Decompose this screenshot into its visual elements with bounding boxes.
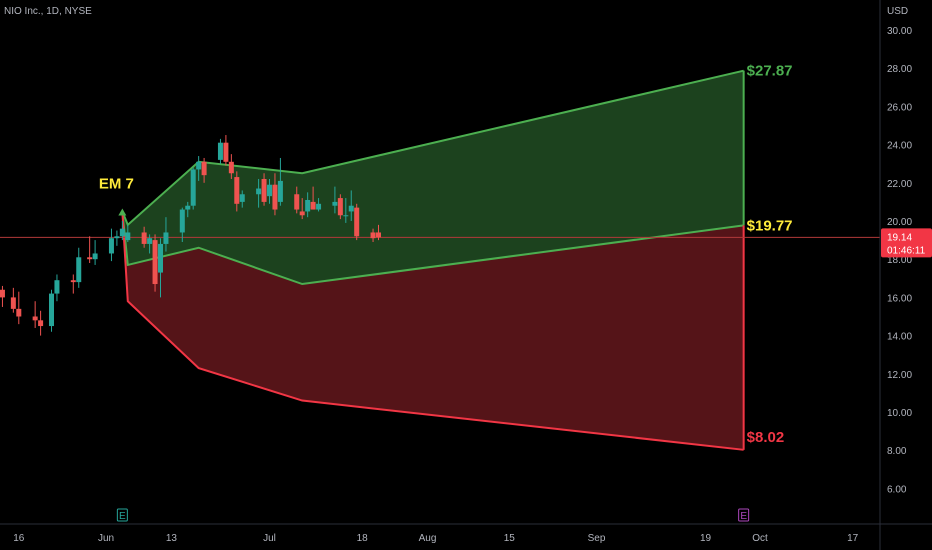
candle-body	[277, 180, 283, 202]
mid-price-label: $19.77	[747, 217, 793, 234]
lower-move-line	[121, 211, 744, 451]
candle-body	[158, 243, 163, 273]
mid-move-line	[121, 211, 744, 286]
x-tick-label: 16	[13, 533, 25, 544]
candle-body	[294, 194, 300, 210]
candle-body	[348, 205, 354, 212]
em-start-marker	[118, 208, 127, 216]
candle-body	[10, 297, 16, 309]
x-tick-label: 13	[166, 533, 178, 544]
price-badge-bg	[881, 228, 932, 258]
candle-body	[54, 280, 60, 294]
event-marker-box	[738, 508, 750, 522]
lower-move-area	[122, 211, 744, 450]
candle-body	[92, 253, 98, 260]
y-tick-label: 6.00	[887, 484, 907, 495]
candle-body	[114, 236, 120, 239]
candle-body	[299, 211, 305, 216]
event-marker-label: E	[740, 511, 747, 522]
event-marker-box	[116, 508, 128, 522]
y-tick-label: 10.00	[887, 408, 912, 419]
candle-body	[119, 228, 125, 237]
symbol-title[interactable]: NIO Inc., 1D, NYSE	[4, 6, 92, 17]
candle-body	[354, 207, 360, 237]
candle-body	[32, 316, 38, 321]
expected-move-regions	[118, 69, 745, 451]
candle-body	[267, 184, 272, 197]
x-tick-label: 18	[357, 533, 369, 544]
candle-body	[141, 232, 147, 244]
em-labels: EM 7 $27.87 $19.77 $8.02	[99, 63, 793, 446]
candle-body	[152, 240, 158, 285]
candle-body	[147, 238, 153, 244]
x-tick-label: 15	[504, 533, 516, 544]
y-tick-label: 14.00	[887, 332, 912, 343]
candle-body	[108, 238, 114, 254]
y-tick-label: 24.00	[887, 141, 912, 152]
y-axis-ticks[interactable]: 30.00 28.00 26.00 24.00 22.00 20.00 18.00 16.00…	[887, 26, 912, 495]
currency-label: USD	[887, 6, 908, 17]
candle-body	[70, 280, 76, 283]
candle-body	[316, 203, 322, 210]
candle-body	[185, 205, 191, 210]
candle-body	[179, 209, 185, 233]
y-tick-label: 20.00	[887, 217, 912, 228]
candle-body	[376, 232, 381, 238]
y-tick-label: 28.00	[887, 64, 912, 75]
x-tick-label: Oct	[752, 533, 768, 544]
candle-body	[305, 199, 311, 212]
candle-body	[125, 232, 131, 241]
y-tick-label: 12.00	[887, 370, 912, 381]
y-tick-label: 18.00	[887, 255, 912, 266]
candle-body	[332, 201, 338, 206]
em-label: EM 7	[99, 175, 134, 192]
candle-body	[223, 142, 229, 162]
lower-price-label: $8.02	[747, 429, 785, 446]
x-tick-label: Sep	[588, 533, 606, 544]
candle-body	[343, 215, 349, 217]
candle-body	[190, 169, 196, 206]
candle-body	[337, 198, 343, 216]
candle-body	[234, 177, 240, 204]
candle-body	[201, 161, 207, 176]
y-tick-label: 30.00	[887, 26, 912, 37]
x-tick-label: Jun	[98, 533, 114, 544]
candle-body	[16, 308, 22, 317]
candle-body	[256, 188, 262, 195]
candle-body	[196, 161, 202, 170]
price-badge: 19.14 01:46:11	[881, 228, 932, 258]
candle-body	[261, 178, 267, 202]
x-tick-label: Jul	[263, 533, 276, 544]
candle-body	[272, 184, 278, 210]
candle-body	[38, 320, 44, 327]
candle-body	[163, 232, 169, 244]
x-axis-ticks[interactable]: 16 Jun 13 Jul 18 Aug 15 Sep 19 Oct 17	[13, 533, 858, 544]
price-badge-countdown: 01:46:11	[887, 245, 926, 256]
candle-body	[370, 232, 376, 239]
y-tick-label: 8.00	[887, 446, 907, 457]
candle-body	[49, 293, 54, 327]
x-tick-label: 19	[700, 533, 712, 544]
price-badge-value: 19.14	[887, 232, 912, 243]
event-marker-label: E	[119, 511, 126, 522]
y-tick-label: 16.00	[887, 293, 912, 304]
candles-group	[0, 135, 381, 336]
upper-price-label: $27.87	[747, 63, 793, 80]
upper-move-area	[122, 70, 744, 285]
candle-body	[217, 142, 223, 160]
x-tick-label: 17	[847, 533, 859, 544]
candle-body	[87, 257, 93, 260]
y-tick-label: 22.00	[887, 179, 912, 190]
y-tick-label: 26.00	[887, 102, 912, 113]
candle-body	[310, 201, 316, 210]
x-tick-label: Aug	[419, 533, 437, 544]
candle-body	[239, 194, 245, 202]
candle-body	[228, 161, 234, 174]
candle-body	[76, 257, 82, 283]
candle-body	[0, 289, 5, 298]
